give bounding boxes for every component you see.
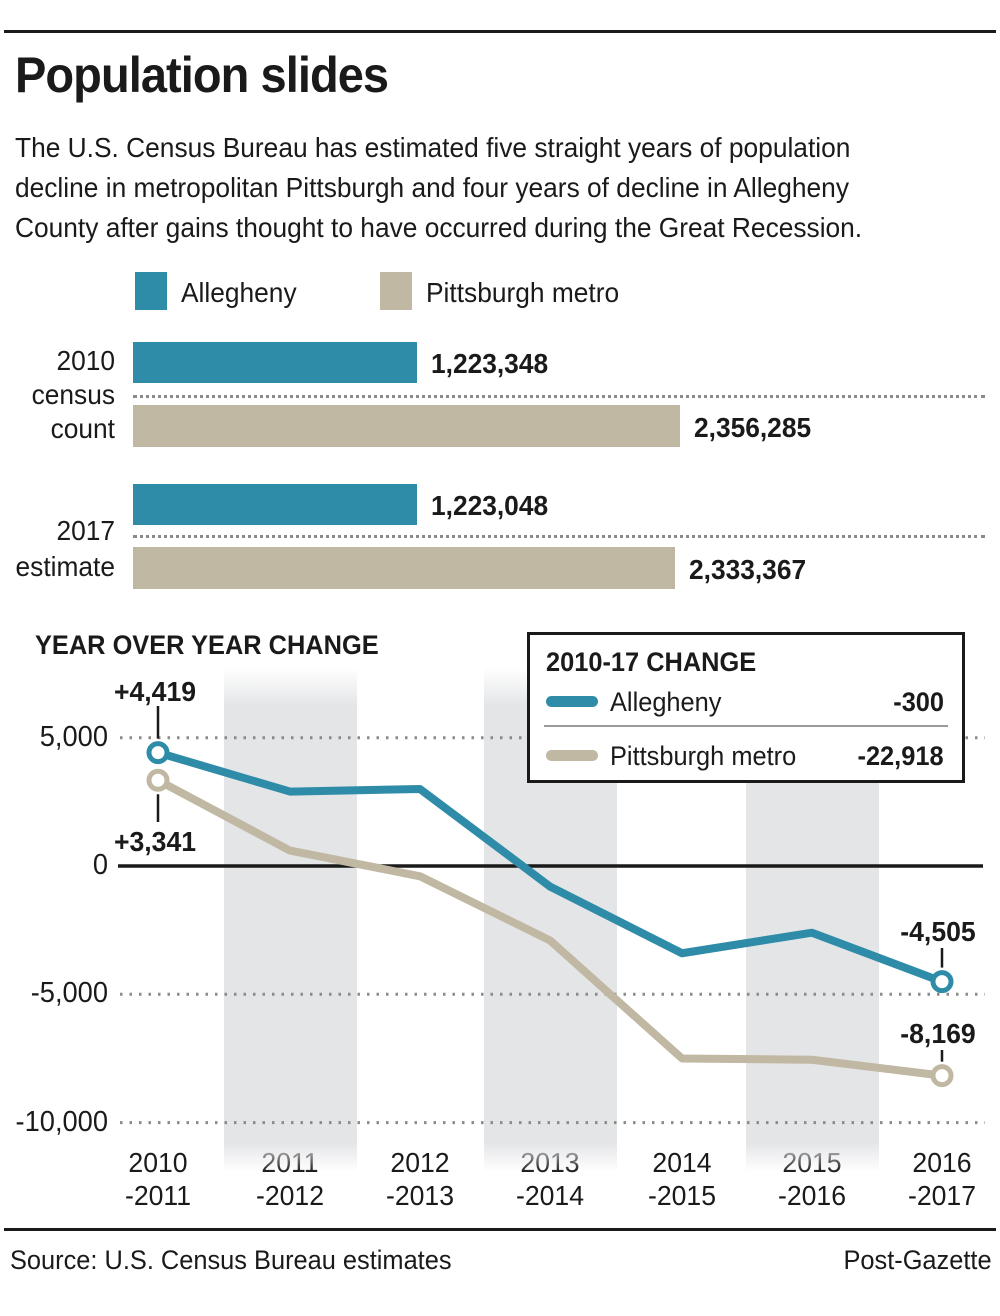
top-rule — [4, 30, 996, 33]
series-line-allegheny — [154, 748, 946, 986]
change-legend-value: -300 — [893, 687, 944, 717]
series-line-pittsburgh-metro — [154, 776, 946, 1080]
intro-line: County after gains thought to have occur… — [15, 212, 863, 243]
bar-value-allegheny-2010: 1,223,348 — [431, 348, 549, 379]
x-tick-label: 2010 -2011 — [124, 1147, 192, 1211]
change-legend-name: Pittsburgh metro — [610, 741, 797, 771]
bar-value-allegheny-2017: 1,223,048 — [431, 490, 549, 521]
metro-legend-label: Pittsburgh metro — [426, 277, 620, 308]
allegheny-line-swatch — [546, 696, 598, 707]
y-tick-label: 0 — [92, 849, 108, 881]
bar-metro-2017 — [133, 547, 675, 589]
legend-divider — [544, 725, 948, 727]
bar-metro-2010 — [133, 405, 680, 447]
annotation-allegheny-first: +4,419 — [113, 676, 197, 707]
y-tick-label: -5,000 — [30, 977, 108, 1010]
x-tick-label: 2016 -2017 — [907, 1147, 977, 1211]
bar-allegheny-2010 — [133, 342, 417, 383]
shaded-column — [224, 668, 357, 1172]
endpoint-marker — [930, 1064, 954, 1088]
group-label-2010: 2010 census count — [0, 344, 115, 446]
group-label-2017: 2017 estimate — [0, 513, 115, 585]
dotted-separator — [133, 535, 985, 538]
bar-allegheny-2017 — [133, 484, 417, 525]
change-legend-title: 2010-17 CHANGE — [546, 647, 757, 677]
publisher-credit: Post-Gazette — [843, 1245, 992, 1275]
x-tick-label: 2014 -2015 — [647, 1147, 717, 1211]
group-label-line: 2010 — [56, 345, 115, 376]
intro-text: The U.S. Census Bureau has estimated fiv… — [15, 128, 916, 248]
endpoint-marker — [146, 741, 170, 765]
bar-value-metro-2017: 2,333,367 — [689, 554, 807, 585]
change-legend-name: Allegheny — [610, 687, 722, 717]
endpoint-marker — [146, 768, 170, 792]
endpoint-marker — [930, 970, 954, 994]
page-title: Population slides — [15, 47, 389, 103]
change-legend-row-allegheny: Allegheny -300 — [546, 687, 944, 717]
metro-line-swatch — [546, 750, 598, 761]
intro-line: decline in metropolitan Pittsburgh and f… — [15, 172, 849, 203]
y-tick-label: -10,000 — [15, 1105, 108, 1138]
x-tick-label: 2012 -2013 — [385, 1147, 455, 1211]
y-tick-label: 5,000 — [39, 720, 108, 753]
annotation-metro-last: -8,169 — [900, 1018, 976, 1049]
group-label-line: count — [50, 413, 115, 444]
annotation-allegheny-last: -4,505 — [900, 916, 976, 947]
annotation-metro-first: +3,341 — [113, 826, 197, 857]
intro-line: The U.S. Census Bureau has estimated fiv… — [15, 132, 851, 163]
change-legend-row-metro: Pittsburgh metro -22,918 — [546, 741, 944, 771]
change-legend-value: -22,918 — [857, 741, 944, 771]
allegheny-legend-swatch — [135, 272, 167, 310]
group-label-line: estimate — [15, 551, 116, 582]
metro-legend-swatch — [380, 272, 412, 310]
source-credit: Source: U.S. Census Bureau estimates — [10, 1245, 452, 1275]
allegheny-legend-label: Allegheny — [181, 277, 297, 308]
bar-value-metro-2010: 2,356,285 — [694, 412, 812, 443]
footer-rule — [4, 1228, 996, 1231]
change-legend-box: 2010-17 CHANGE Allegheny -300 Pittsburgh… — [527, 632, 965, 783]
group-label-line: census — [31, 379, 115, 410]
dotted-separator — [133, 395, 985, 398]
group-label-line: 2017 — [56, 515, 115, 546]
line-chart-title: YEAR OVER YEAR CHANGE — [35, 630, 379, 660]
